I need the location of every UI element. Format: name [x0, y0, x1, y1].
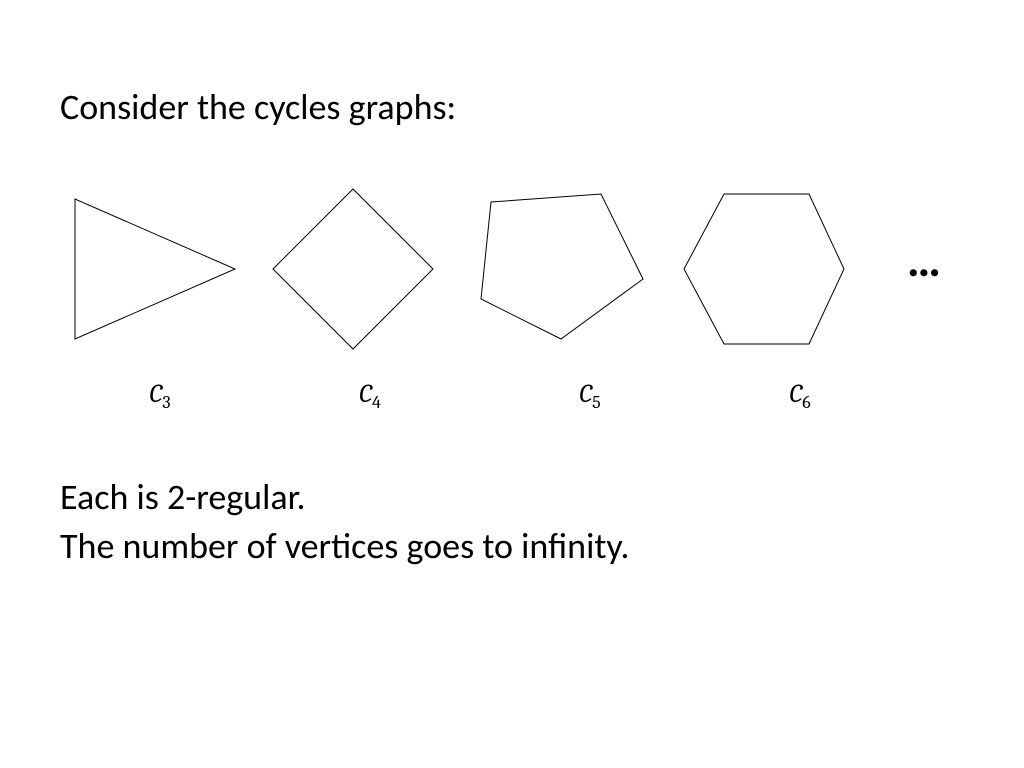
- labels-row: C3 C4 C5 C6: [60, 379, 964, 413]
- label-c4: C4: [260, 379, 480, 413]
- ellipsis: …: [884, 230, 964, 309]
- label-c6: C6: [700, 379, 900, 413]
- label-c6-sub: 6: [802, 392, 810, 413]
- label-c5-var: C: [579, 379, 592, 409]
- label-c6-var: C: [789, 379, 802, 409]
- hexagon-icon: [669, 184, 849, 354]
- body-line-2: The number of vertices goes to infinity.: [60, 522, 964, 571]
- label-c3-var: C: [149, 379, 162, 409]
- shape-square: [249, 179, 457, 359]
- label-c5-sub: 5: [592, 392, 601, 413]
- label-c5: C5: [480, 379, 700, 413]
- triangle-icon: [70, 184, 240, 354]
- shape-hexagon: [665, 179, 854, 359]
- square-icon: [263, 179, 443, 359]
- body-line-1: Each is 2-regular.: [60, 473, 964, 522]
- shape-triangle: [60, 179, 249, 359]
- shape-pentagon: [457, 179, 665, 359]
- label-c3-sub: 3: [162, 392, 170, 413]
- label-c4-var: C: [359, 379, 372, 409]
- shapes-row: …: [60, 169, 964, 369]
- label-c3: C3: [60, 379, 260, 413]
- slide: Consider the cycles graphs: … C3: [0, 0, 1024, 768]
- pentagon-icon: [471, 184, 651, 354]
- body-text: Each is 2-regular. The number of vertice…: [60, 473, 964, 570]
- slide-title: Consider the cycles graphs:: [60, 85, 964, 129]
- label-c4-sub: 4: [372, 392, 381, 413]
